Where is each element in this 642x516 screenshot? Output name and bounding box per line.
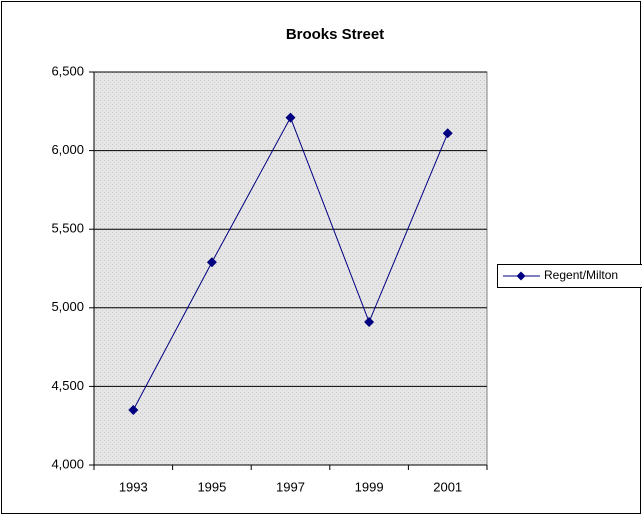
legend-marker — [516, 271, 526, 281]
chart-title: Brooks Street — [286, 26, 384, 43]
y-tick-label: 5,000 — [51, 299, 84, 314]
x-tick-label: 1993 — [119, 479, 148, 494]
y-tick-label: 6,000 — [51, 142, 84, 157]
data-point — [442, 128, 453, 139]
y-tick-label: 5,500 — [51, 221, 84, 236]
data-point — [364, 316, 375, 327]
plot-area — [93, 71, 488, 466]
data-point — [206, 257, 217, 268]
x-tick-label: 2001 — [433, 479, 462, 494]
x-tick-label: 1995 — [197, 479, 226, 494]
data-point — [128, 404, 139, 415]
legend-label: Regent/Milton — [544, 268, 618, 282]
legend-box — [497, 264, 642, 288]
x-tick-label: 1999 — [355, 479, 384, 494]
y-tick-label: 6,500 — [51, 63, 84, 78]
y-tick-label: 4,000 — [51, 456, 84, 471]
data-point — [285, 112, 296, 123]
y-tick-label: 4,500 — [51, 378, 84, 393]
x-tick-label: 1997 — [276, 479, 305, 494]
